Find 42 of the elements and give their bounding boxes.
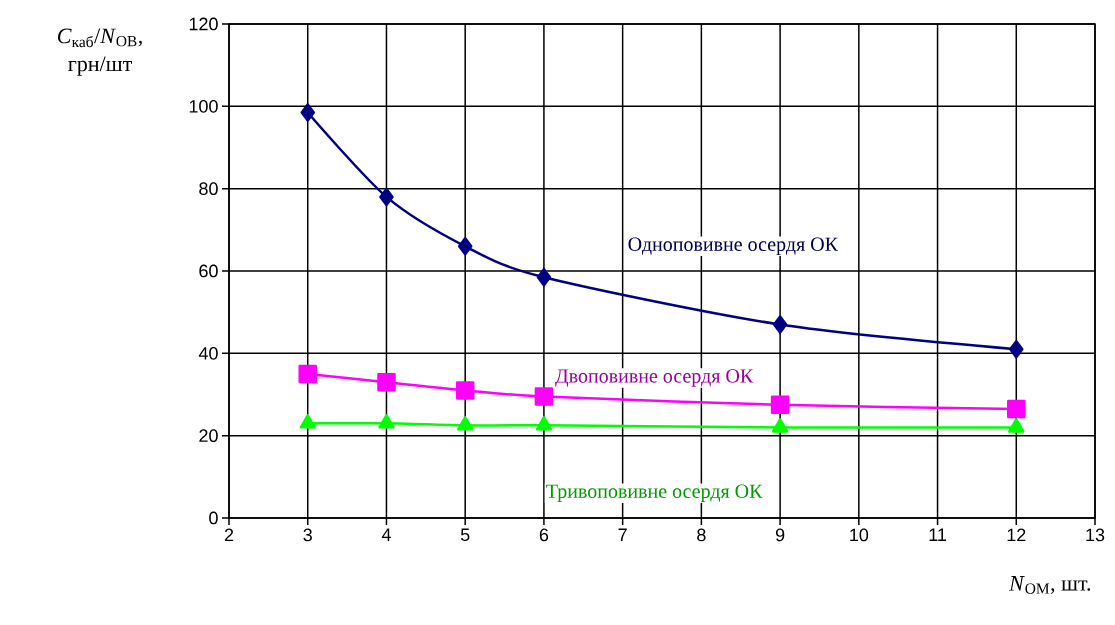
point bbox=[377, 372, 396, 392]
point bbox=[378, 414, 395, 429]
point bbox=[536, 267, 552, 287]
x-tick-label: 3 bbox=[303, 528, 312, 542]
y-tick-label: 20 bbox=[199, 429, 218, 443]
text: Одноповивне осердя ОК bbox=[628, 237, 839, 256]
x-tick-label: 2 bbox=[224, 528, 234, 542]
point bbox=[300, 103, 315, 122]
x-tick-label: 11 bbox=[929, 528, 947, 541]
point bbox=[534, 387, 554, 406]
x-tick-label: 7 bbox=[618, 528, 627, 541]
y-tick-label: 0 bbox=[209, 511, 218, 525]
x-tick-label: 13 bbox=[1086, 528, 1105, 542]
y-tick-label: 60 bbox=[199, 264, 218, 278]
x-tick-label: 9 bbox=[775, 528, 785, 542]
point bbox=[535, 416, 553, 431]
point bbox=[772, 315, 788, 334]
y-axis-title: C$_{каб}$/N$_{ОВ}$, грн/шт bbox=[57, 28, 142, 76]
point bbox=[1008, 418, 1025, 433]
point bbox=[771, 418, 789, 433]
x-tick-label: 5 bbox=[460, 528, 470, 542]
x-tick-label: 8 bbox=[697, 528, 706, 542]
series-label: Двоповивне осердя ОК bbox=[555, 369, 754, 387]
x-tick-label: 12 bbox=[1007, 528, 1026, 542]
y-tick-label: 80 bbox=[199, 182, 218, 196]
x-tick-label: 4 bbox=[381, 528, 391, 541]
x-tick-label: 10 bbox=[850, 528, 869, 542]
point bbox=[379, 187, 394, 207]
text: Тривоповивне осердя ОК bbox=[546, 484, 763, 503]
x-axis-title: N$_{ОМ}$, шт. bbox=[1008, 576, 1091, 594]
point bbox=[1007, 399, 1026, 419]
y-tick-label: 120 bbox=[189, 17, 218, 31]
point bbox=[770, 395, 790, 415]
point bbox=[298, 364, 317, 384]
point bbox=[455, 381, 475, 400]
x-tick-label: 6 bbox=[539, 528, 549, 542]
point bbox=[457, 416, 474, 431]
y-tick-label: 40 bbox=[198, 346, 218, 360]
point bbox=[457, 237, 473, 256]
point bbox=[299, 414, 316, 429]
y-tick-label: 100 bbox=[189, 99, 218, 113]
point bbox=[1009, 339, 1024, 359]
